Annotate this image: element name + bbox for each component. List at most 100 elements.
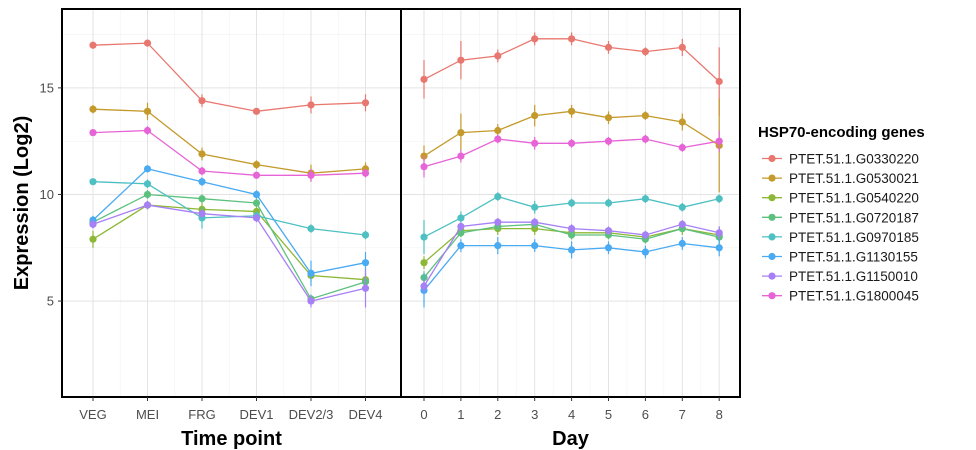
data-point — [420, 282, 428, 290]
data-point — [494, 135, 502, 143]
series-line-6 — [92, 168, 366, 275]
legend-label: PTET.51.1.G1130155 — [789, 250, 918, 265]
data-point — [715, 77, 723, 86]
x-tick-label: 0 — [420, 407, 427, 422]
data-point — [198, 167, 206, 175]
data-point — [361, 231, 370, 239]
data-point — [678, 203, 686, 211]
data-point — [531, 111, 539, 120]
legend-key-point — [768, 292, 776, 300]
data-point — [531, 203, 539, 211]
data-point — [604, 227, 613, 235]
data-point — [89, 129, 97, 137]
data-point — [89, 41, 97, 49]
data-point — [604, 199, 613, 207]
legend-key-point — [768, 272, 776, 280]
data-point — [531, 35, 539, 43]
data-point — [531, 218, 539, 226]
data-point — [678, 43, 686, 51]
legend-key-point — [768, 174, 776, 182]
data-point — [361, 169, 370, 177]
x-tick-label: 3 — [531, 407, 538, 422]
data-point — [420, 75, 428, 83]
data-point — [568, 199, 576, 207]
data-point — [715, 137, 723, 145]
x-tick-label: 2 — [494, 407, 501, 422]
data-point — [678, 143, 686, 152]
data-point — [568, 139, 576, 147]
data-point — [678, 220, 686, 228]
data-point — [641, 48, 650, 56]
data-point — [568, 35, 576, 43]
data-point — [307, 101, 315, 109]
x-tick-label: 7 — [679, 407, 686, 422]
y-tick-label: 15 — [40, 80, 54, 95]
legend-label: PTET.51.1.G0530021 — [789, 171, 919, 186]
data-point — [143, 107, 152, 115]
data-point — [252, 214, 261, 222]
legend-key-point — [768, 233, 776, 241]
x-axis-title: Time point — [181, 428, 282, 450]
data-point — [531, 242, 539, 250]
data-point — [252, 107, 261, 115]
data-point — [361, 259, 370, 267]
data-point — [494, 193, 502, 201]
y-tick-label: 10 — [40, 187, 54, 202]
data-point — [678, 239, 686, 248]
data-point — [494, 218, 502, 226]
data-point — [604, 137, 613, 145]
data-point — [89, 105, 97, 113]
data-point — [715, 244, 723, 252]
x-tick-label: 5 — [605, 407, 612, 422]
data-point — [252, 199, 261, 207]
legend-key-point — [768, 194, 776, 202]
data-point — [198, 97, 206, 105]
legend-label: PTET.51.1.G0720187 — [789, 210, 919, 225]
data-point — [641, 248, 650, 256]
data-point — [494, 126, 502, 135]
data-point — [641, 135, 650, 143]
data-point — [604, 244, 613, 252]
series-line-5 — [92, 181, 366, 236]
series-line-1 — [92, 42, 366, 112]
x-tick-label: 8 — [716, 407, 723, 422]
series-line-2 — [92, 108, 366, 174]
x-tick-label: DEV2/3 — [289, 407, 334, 422]
data-point — [568, 246, 576, 254]
x-tick-label: VEG — [79, 407, 106, 422]
data-point — [89, 235, 97, 243]
data-point — [604, 43, 613, 51]
data-point — [604, 114, 613, 122]
x-tick-label: DEV4 — [349, 407, 383, 422]
data-point — [420, 259, 428, 267]
x-tick-label: 4 — [568, 407, 575, 422]
data-point — [457, 242, 465, 250]
data-point — [198, 210, 206, 218]
data-point — [568, 224, 576, 233]
data-point — [307, 297, 315, 305]
panel-border — [400, 8, 741, 398]
x-axis-title: Day — [552, 428, 590, 450]
legend-key-point — [768, 213, 776, 221]
legend-label: PTET.51.1.G0330220 — [789, 152, 919, 167]
legend-label: PTET.51.1.G0970185 — [789, 230, 919, 245]
data-point — [361, 284, 370, 292]
data-point — [641, 111, 650, 120]
legend-key-point — [768, 252, 776, 261]
series-line-4 — [92, 193, 366, 300]
data-point — [494, 52, 502, 60]
x-tick-label: 6 — [642, 407, 649, 422]
data-point — [143, 201, 152, 209]
data-point — [494, 242, 502, 250]
data-point — [568, 231, 576, 239]
series-line-3 — [92, 204, 366, 281]
data-point — [252, 171, 261, 179]
data-point — [143, 190, 152, 199]
data-point — [143, 126, 152, 135]
data-point — [568, 107, 576, 115]
data-point — [457, 222, 465, 231]
data-point — [307, 171, 315, 179]
data-point — [457, 56, 465, 64]
panel-border — [61, 8, 402, 398]
data-point — [641, 231, 650, 239]
